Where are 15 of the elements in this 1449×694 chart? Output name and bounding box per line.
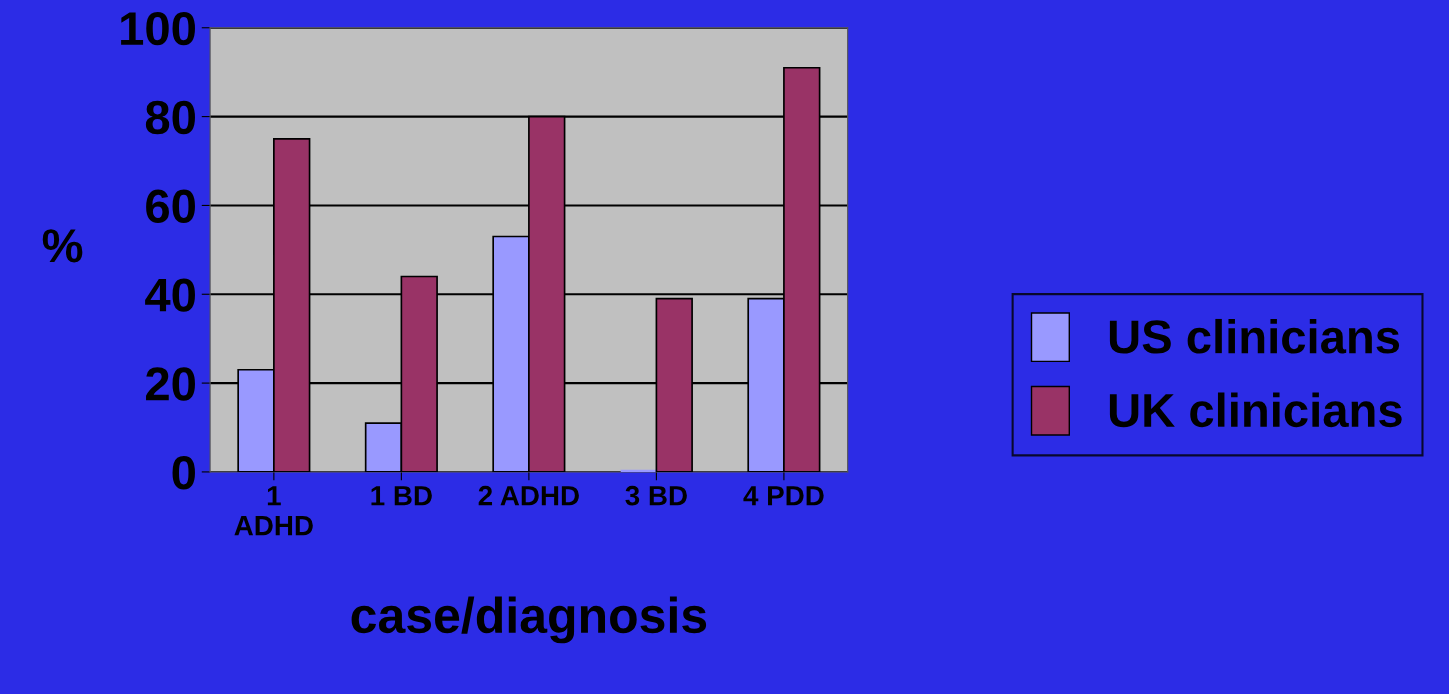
x-tick-label: 3 BD bbox=[625, 485, 687, 506]
x-tick-label: 1 ADHD bbox=[234, 486, 313, 536]
x-tick-label: 2 ADHD bbox=[478, 485, 579, 506]
y-tick-label: 100 bbox=[121, 11, 195, 46]
legend-label: US clinicians bbox=[1109, 318, 1400, 354]
x-axis-title: case/diagnosis bbox=[351, 596, 707, 644]
y-tick-label: 0 bbox=[172, 456, 195, 490]
y-axis-title: % bbox=[42, 229, 83, 263]
x-tick-label: 1 BD bbox=[371, 486, 432, 506]
legend-label: UK clinicians bbox=[1109, 392, 1402, 428]
y-tick-label: 60 bbox=[146, 189, 195, 223]
y-tick-label: 20 bbox=[146, 367, 195, 401]
x-tick-label: 4 PDD bbox=[743, 486, 824, 506]
y-tick-label: 80 bbox=[145, 100, 195, 135]
y-tick-label: 40 bbox=[145, 278, 195, 312]
